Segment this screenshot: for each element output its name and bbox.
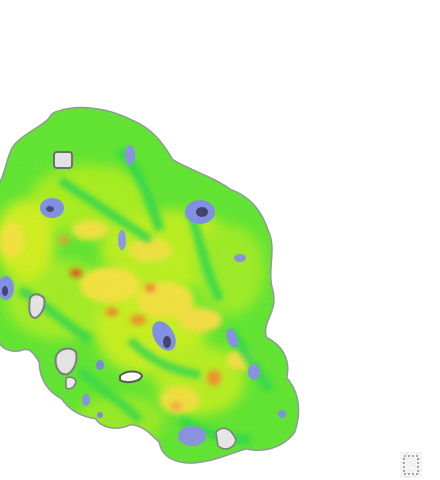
grain-texture <box>0 108 298 463</box>
blue-patch <box>43 411 49 419</box>
leaf-body <box>0 108 298 463</box>
noise-speck <box>400 452 422 478</box>
